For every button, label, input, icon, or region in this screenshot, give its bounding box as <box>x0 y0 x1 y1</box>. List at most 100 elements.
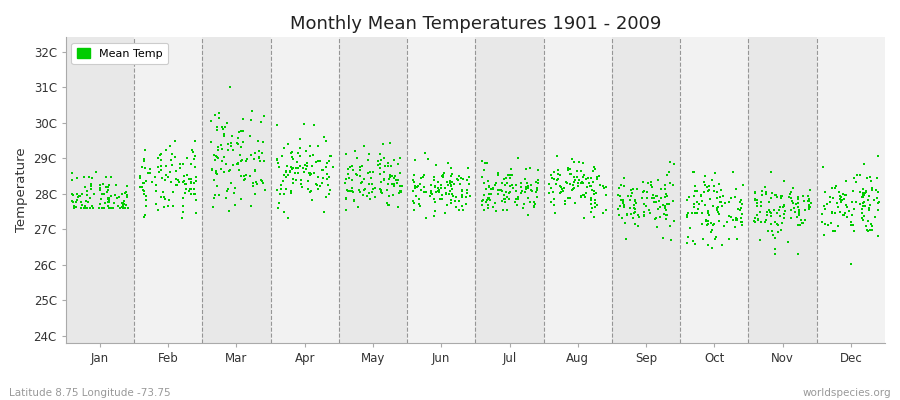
Point <box>177 180 192 187</box>
Point <box>691 200 706 207</box>
Point <box>254 177 268 183</box>
Text: worldspecies.org: worldspecies.org <box>803 388 891 398</box>
Point <box>768 219 782 226</box>
Point <box>844 212 859 218</box>
Point <box>380 200 394 207</box>
Point <box>94 205 109 211</box>
Point <box>698 173 713 179</box>
Point <box>623 205 637 211</box>
Point <box>350 204 365 210</box>
Point <box>417 184 431 190</box>
Point <box>709 194 724 201</box>
Point <box>680 234 695 241</box>
Point <box>307 122 321 128</box>
Point <box>347 148 362 154</box>
Point <box>93 185 107 191</box>
Point <box>562 166 577 172</box>
Point <box>647 198 662 205</box>
Point <box>703 196 717 202</box>
Point <box>570 168 584 174</box>
Point <box>491 186 506 193</box>
Point <box>229 202 243 208</box>
Point <box>390 180 404 186</box>
Point <box>276 172 291 178</box>
Point <box>689 210 704 216</box>
Point <box>637 188 652 194</box>
Point <box>793 222 807 228</box>
Point <box>796 220 810 226</box>
Point <box>497 195 511 202</box>
Point <box>482 191 496 197</box>
Point <box>586 179 600 185</box>
Point <box>444 183 458 189</box>
Point <box>706 222 721 228</box>
Point <box>184 180 199 186</box>
Point <box>374 151 388 158</box>
Point <box>583 197 598 203</box>
Point <box>648 214 662 221</box>
Point <box>365 180 380 187</box>
Point <box>629 186 643 192</box>
Point <box>734 219 748 225</box>
Point <box>338 196 353 202</box>
Point <box>208 153 222 160</box>
Point <box>597 184 611 191</box>
Point <box>662 180 677 186</box>
Point <box>322 187 337 194</box>
Point <box>233 144 248 150</box>
Point <box>406 198 420 204</box>
Point <box>832 193 847 199</box>
Point <box>781 194 796 200</box>
Point <box>179 172 194 178</box>
Point <box>865 223 879 229</box>
Point <box>115 200 130 207</box>
Point <box>667 161 681 167</box>
Point <box>274 186 289 192</box>
Point <box>159 146 174 153</box>
Point <box>380 186 394 193</box>
Point <box>392 188 407 195</box>
Point <box>115 205 130 211</box>
Point <box>182 188 196 194</box>
Point <box>222 84 237 90</box>
Point <box>138 164 152 171</box>
Point <box>616 202 631 208</box>
Point <box>208 156 222 163</box>
Point <box>321 174 336 180</box>
Point <box>313 158 328 164</box>
Point <box>176 208 190 215</box>
Point <box>228 185 242 192</box>
Point <box>562 195 577 202</box>
Point <box>410 182 425 189</box>
Point <box>221 141 236 147</box>
Point <box>544 171 558 178</box>
Point <box>99 173 113 180</box>
Point <box>207 152 221 158</box>
Point <box>791 212 806 218</box>
Point <box>860 226 875 233</box>
Point <box>338 206 353 213</box>
Point <box>418 189 432 196</box>
Point <box>590 174 604 180</box>
Point <box>502 190 517 196</box>
Point <box>204 167 219 174</box>
Point <box>182 176 196 182</box>
Point <box>840 204 854 210</box>
Point <box>363 169 377 176</box>
Point <box>150 154 165 161</box>
Point <box>187 180 202 186</box>
Point <box>707 236 722 242</box>
Point <box>102 196 116 203</box>
Point <box>95 191 110 197</box>
Point <box>243 152 257 158</box>
Point <box>154 167 168 174</box>
Point <box>382 172 397 178</box>
Point <box>235 157 249 164</box>
Point <box>613 193 627 200</box>
Point <box>785 198 799 205</box>
Point <box>698 182 713 188</box>
Point <box>69 175 84 181</box>
Point <box>343 188 357 194</box>
Point <box>211 147 225 154</box>
Point <box>360 193 374 200</box>
